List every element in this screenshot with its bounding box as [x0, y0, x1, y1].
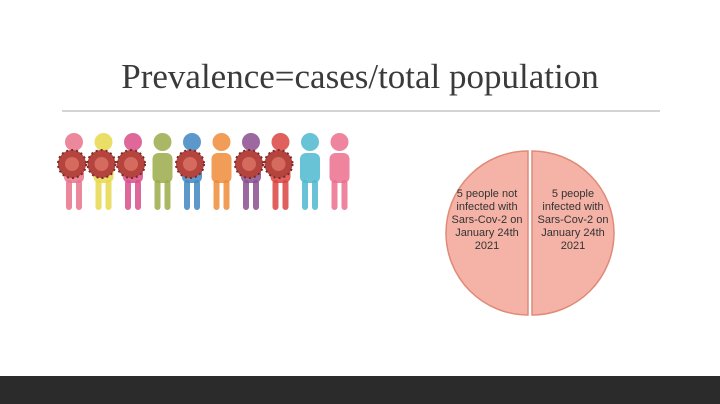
virus-core [242, 157, 256, 171]
slice-label: 5 people infected with Sars-Cov-2 on Jan… [537, 188, 609, 252]
person-leg [282, 180, 289, 210]
person-head [183, 133, 201, 151]
person-head [212, 133, 231, 151]
person-leg [105, 180, 112, 210]
person-head [153, 133, 172, 151]
person-leg [154, 180, 161, 210]
slice-label-box: 5 people infected with Sars-Cov-2 on Jan… [537, 188, 609, 252]
person-leg [341, 180, 348, 210]
slice-label-box: 5 people not infected with Sars-Cov-2 on… [451, 188, 523, 252]
person-head [124, 133, 142, 151]
person-leg [312, 180, 318, 210]
person-leg [213, 180, 220, 210]
person-leg [135, 180, 141, 210]
pie: 5 people not infected with Sars-Cov-2 on… [445, 150, 615, 316]
pie-slice [531, 150, 615, 316]
person-body [329, 153, 350, 183]
person-leg [223, 180, 230, 210]
person-leg [184, 180, 190, 210]
person-leg [243, 180, 249, 210]
person-leg [194, 180, 200, 210]
virus-core [94, 157, 109, 171]
footer-bar [0, 376, 720, 404]
pie-slice [445, 150, 529, 316]
person-body [152, 153, 173, 183]
virus-core [271, 157, 286, 171]
person-leg [76, 180, 82, 210]
people-illustration [57, 133, 350, 210]
person-leg [253, 180, 259, 210]
virus-core [65, 157, 79, 171]
person-leg [331, 180, 338, 210]
slide-title: Prevalence=cases/total population [121, 57, 599, 96]
person-body [211, 153, 232, 183]
person-head [65, 133, 83, 151]
virus-core [124, 157, 138, 171]
person-head [242, 133, 260, 151]
person-head [271, 133, 290, 151]
person-head [94, 133, 113, 151]
person-leg [95, 180, 102, 210]
person-head [301, 133, 319, 151]
person-leg [125, 180, 131, 210]
person-body [300, 153, 320, 183]
virus-core [183, 157, 197, 171]
person-head [330, 133, 349, 151]
person-leg [302, 180, 308, 210]
slice-label: 5 people not infected with Sars-Cov-2 on… [451, 188, 523, 252]
person-leg [272, 180, 279, 210]
person-leg [66, 180, 72, 210]
person-leg [164, 180, 171, 210]
